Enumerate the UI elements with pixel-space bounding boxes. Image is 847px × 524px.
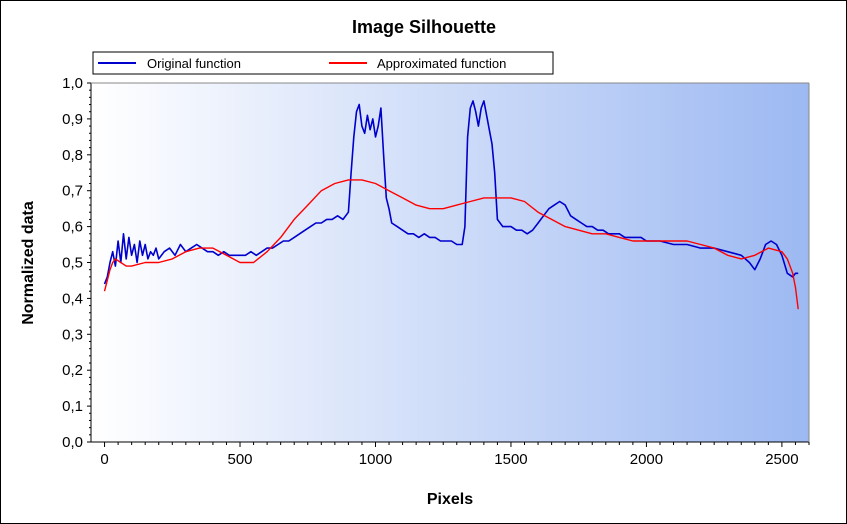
chart-title: Image Silhouette bbox=[352, 17, 496, 37]
series-approximated-line bbox=[103, 179, 799, 310]
legend-label-approximated: Approximated function bbox=[377, 56, 506, 71]
x-tick-label: 1500 bbox=[494, 451, 527, 468]
x-tick-label: 1000 bbox=[359, 451, 392, 468]
legend-box bbox=[92, 51, 554, 75]
y-tick-label: 0,7 bbox=[62, 183, 83, 200]
series-original-line bbox=[103, 100, 799, 285]
axes: 0,0 0,1 0,2 0,3 0,4 0,5 0,6 0,7 0,8 0,9 1,0 0 500 100… bbox=[62, 75, 810, 468]
x-tick-label: 500 bbox=[228, 451, 253, 468]
y-tick-label: 0,1 bbox=[62, 398, 83, 415]
y-tick-label: 0,4 bbox=[62, 290, 83, 307]
x-tick-label: 2000 bbox=[630, 451, 663, 468]
y-tick-label: 0,5 bbox=[62, 255, 83, 272]
y-tick-label: 0,8 bbox=[62, 147, 83, 164]
y-tick-label: 0,2 bbox=[62, 362, 83, 379]
y-tick-label: 0,9 bbox=[62, 111, 83, 128]
x-tick-label: 0 bbox=[100, 451, 108, 468]
x-tick-label: 2500 bbox=[765, 451, 798, 468]
y-tick-label: 1,0 bbox=[62, 75, 83, 92]
series-group bbox=[103, 100, 799, 310]
y-tick-label: 0,3 bbox=[62, 326, 83, 343]
legend-label-original: Original function bbox=[147, 56, 241, 71]
plot-area bbox=[91, 83, 809, 442]
legend: Original function Approximated function bbox=[92, 51, 554, 75]
y-tick-label: 0,0 bbox=[62, 434, 83, 451]
y-tick-label: 0,6 bbox=[62, 219, 83, 236]
y-axis-title: Normalized data bbox=[20, 201, 37, 325]
x-axis-title: Pixels bbox=[427, 491, 473, 508]
